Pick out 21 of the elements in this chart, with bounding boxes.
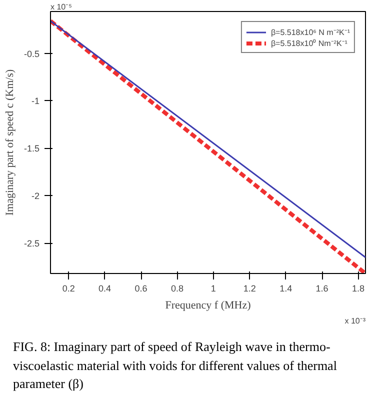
legend-label: β=5.518x10⁶ N m⁻²K⁻¹ — [270, 27, 350, 37]
x-tick-label: 1 — [210, 284, 216, 294]
y-tick-label: -1 — [32, 96, 40, 106]
x-tick-label: 1.8 — [352, 284, 365, 294]
x-axis-title: Frequency f (MHz) — [165, 300, 252, 312]
caption: FIG. 8: Imaginary part of speed of Rayleigh wave in thermo-viscoelastic material with voids for different values of thermal parameter (β) — [13, 338, 338, 394]
x-tick-label: 1.2 — [243, 284, 256, 294]
y-tick-label: -0.5 — [24, 48, 40, 59]
x-tick-label: 1.4 — [280, 284, 292, 294]
x-tick-label: 0.8 — [170, 284, 184, 294]
y-axis-title: Imaginary part of speed c (Km/s) — [4, 69, 16, 216]
text: x 10⁻³ — [344, 316, 366, 326]
x-tick-label: 0.2 — [62, 284, 75, 294]
text: x 10⁻⁵ — [50, 2, 72, 12]
x-tick-label: 0.4 — [98, 284, 112, 294]
x-tick-label: 0.6 — [134, 284, 148, 294]
y-tick-label: -2 — [32, 191, 40, 202]
x-tick-label: 1.6 — [316, 284, 328, 294]
legend-label: β=5.518x10⁰ Nm⁻²K⁻¹ — [270, 38, 348, 48]
y-tick-label: -1.5 — [24, 144, 40, 154]
y-tick-label: -2.5 — [24, 238, 40, 249]
